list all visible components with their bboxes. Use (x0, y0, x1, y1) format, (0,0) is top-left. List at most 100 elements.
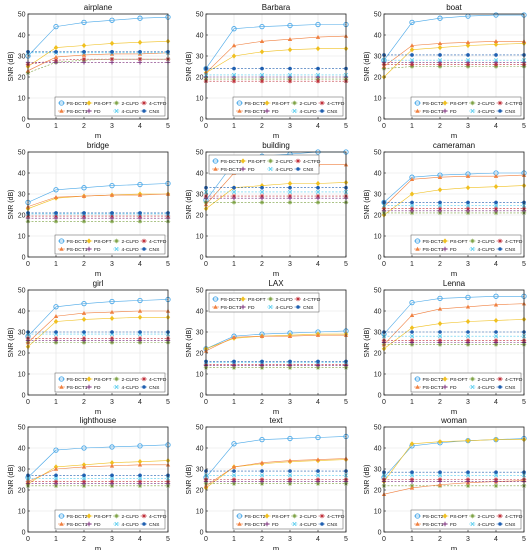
legend-marker (414, 376, 421, 382)
legend-marker (114, 376, 119, 382)
data-point (138, 473, 142, 478)
x-tick-label: 5 (344, 536, 348, 543)
legend-marker (142, 109, 146, 113)
series-fd (25, 215, 171, 221)
data-point (109, 215, 115, 221)
data-point (259, 334, 265, 338)
legend-label: FD (450, 522, 457, 528)
x-tick-label: 2 (82, 399, 86, 406)
legend-marker (442, 238, 448, 244)
x-tick-label: 1 (410, 123, 414, 130)
data-point (437, 295, 443, 302)
legend-marker (213, 166, 218, 171)
series-line (205, 334, 346, 352)
data-point (81, 338, 87, 343)
series-ps-dct1 (25, 462, 171, 484)
data-point (465, 334, 471, 339)
data-point (231, 479, 237, 484)
series-line (383, 439, 524, 482)
legend-marker (470, 521, 475, 527)
y-axis-label: SNR (dB) (8, 190, 15, 220)
data-point (465, 42, 471, 49)
data-point (409, 340, 415, 345)
series-line (27, 444, 169, 478)
legend-marker (415, 108, 420, 113)
data-point (109, 40, 115, 46)
legend-label: 4-CLFD (276, 167, 294, 173)
data-point (232, 66, 236, 71)
legend-label: 4-CLFD (122, 247, 140, 253)
data-point (409, 177, 415, 182)
data-point (465, 304, 471, 309)
data-point (81, 476, 87, 481)
series-line (383, 172, 524, 203)
series-line (27, 464, 168, 482)
series-line (383, 43, 525, 78)
series-line (27, 183, 169, 203)
legend-marker (59, 108, 64, 113)
data-point (493, 340, 499, 345)
x-tick-label: 1 (410, 536, 414, 543)
data-point (409, 58, 415, 63)
data-point (287, 189, 293, 194)
legend-marker (240, 296, 246, 302)
data-point (109, 315, 115, 321)
panel-title: text (270, 416, 284, 425)
x-tick-label: 4 (316, 399, 320, 406)
legend-marker (319, 513, 325, 519)
series-ps-dct1 (203, 33, 349, 75)
legend-marker (442, 521, 448, 527)
legend-label: CNS (149, 247, 160, 253)
x-axis-label: m (273, 407, 279, 416)
data-point (82, 330, 86, 334)
x-tick-label: 3 (288, 123, 292, 130)
legend-label: 2-CLFD (122, 377, 140, 383)
data-point (54, 211, 58, 215)
y-tick-label: 30 (374, 191, 382, 198)
legend-marker (292, 513, 297, 519)
legend-label: 2-CLFD (300, 514, 318, 520)
x-tick-label: 5 (344, 399, 348, 406)
x-tick-label: 5 (166, 123, 170, 130)
data-point (437, 482, 443, 487)
legend-label: PS-DCT1 (245, 522, 266, 528)
legend-marker (142, 385, 146, 389)
y-tick-label: 10 (18, 233, 26, 240)
y-tick-label: 20 (374, 487, 382, 494)
series-ps-dct1 (203, 332, 349, 353)
legend-label: PS-DFT (450, 239, 468, 245)
legend-box (54, 234, 166, 255)
legend-box (54, 509, 166, 530)
data-point (231, 441, 237, 447)
x-tick-label: 0 (26, 261, 30, 268)
y-tick-label: 30 (18, 53, 26, 60)
legend-label: PS-DFT (450, 101, 468, 107)
data-point (493, 58, 499, 63)
data-point (287, 37, 293, 41)
y-tick-label: 10 (374, 95, 382, 102)
data-point (315, 332, 321, 337)
data-point (493, 302, 499, 307)
x-axis-label: m (95, 269, 101, 278)
data-point (137, 443, 143, 449)
x-axis-label: m (95, 407, 101, 416)
legend-box (410, 96, 522, 117)
legend-label: FD (94, 385, 101, 391)
legend-box (410, 372, 522, 393)
x-axis-label: m (273, 269, 279, 278)
series-line (205, 333, 346, 350)
axes-frame (27, 13, 169, 120)
data-point (438, 53, 442, 57)
data-point (315, 72, 321, 77)
data-point (465, 479, 471, 484)
data-point (409, 47, 415, 53)
data-point (287, 72, 293, 77)
axes-frame (383, 289, 525, 396)
y-tick-label: 0 (200, 529, 204, 536)
x-tick-label: 5 (522, 399, 526, 406)
data-point (316, 469, 320, 473)
legend: PS-DCT2 PS-DFT 2-CLFD 4-CTFD PS-DCT1 FD 4-CLFD… (410, 372, 523, 393)
legend-label: CNS (505, 522, 516, 528)
y-tick-label: 30 (196, 191, 204, 198)
panel-title: Barbara (262, 3, 291, 12)
